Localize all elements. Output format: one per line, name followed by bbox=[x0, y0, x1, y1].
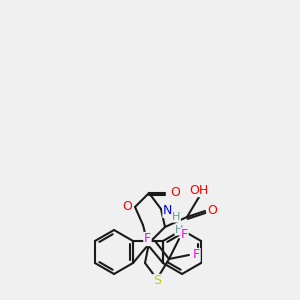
Text: N: N bbox=[163, 205, 172, 218]
Text: F: F bbox=[144, 232, 151, 245]
Text: O: O bbox=[170, 187, 180, 200]
Text: H: H bbox=[175, 225, 183, 235]
Text: F: F bbox=[193, 248, 200, 262]
Text: F: F bbox=[181, 229, 188, 242]
Text: S: S bbox=[153, 274, 161, 287]
Text: O: O bbox=[122, 200, 132, 214]
Text: OH: OH bbox=[189, 184, 208, 196]
Text: O: O bbox=[207, 205, 217, 218]
Text: H: H bbox=[172, 212, 180, 222]
